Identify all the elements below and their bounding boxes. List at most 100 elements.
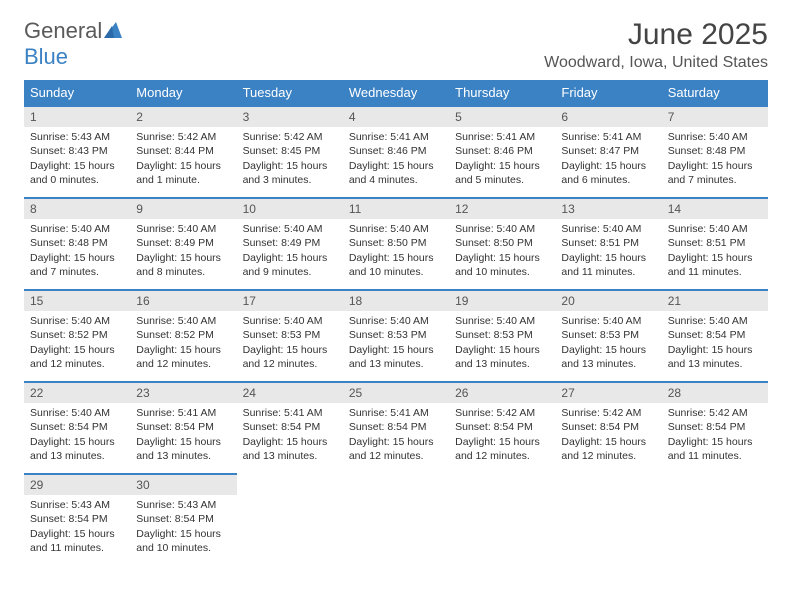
daylight-text: Daylight: 15 hours xyxy=(243,435,337,449)
day-body: Sunrise: 5:42 AMSunset: 8:54 PMDaylight:… xyxy=(449,403,555,469)
sunset-text: Sunset: 8:48 PM xyxy=(668,144,762,158)
daylight-text: and 0 minutes. xyxy=(30,173,124,187)
sunrise-text: Sunrise: 5:40 AM xyxy=(668,314,762,328)
daylight-text: Daylight: 15 hours xyxy=(30,159,124,173)
day-body: Sunrise: 5:41 AMSunset: 8:54 PMDaylight:… xyxy=(130,403,236,469)
sunrise-text: Sunrise: 5:40 AM xyxy=(455,314,549,328)
calendar-day-cell xyxy=(343,473,449,565)
calendar-day-cell xyxy=(237,473,343,565)
daylight-text: Daylight: 15 hours xyxy=(455,435,549,449)
calendar-day-cell: 6Sunrise: 5:41 AMSunset: 8:47 PMDaylight… xyxy=(555,105,661,197)
daylight-text: Daylight: 15 hours xyxy=(243,251,337,265)
day-body: Sunrise: 5:41 AMSunset: 8:54 PMDaylight:… xyxy=(343,403,449,469)
sunrise-text: Sunrise: 5:40 AM xyxy=(136,222,230,236)
calendar-day-cell: 19Sunrise: 5:40 AMSunset: 8:53 PMDayligh… xyxy=(449,289,555,381)
day-number: 15 xyxy=(24,289,130,311)
daylight-text: Daylight: 15 hours xyxy=(455,251,549,265)
daylight-text: and 12 minutes. xyxy=(561,449,655,463)
daylight-text: and 6 minutes. xyxy=(561,173,655,187)
daylight-text: and 1 minute. xyxy=(136,173,230,187)
sunset-text: Sunset: 8:54 PM xyxy=(349,420,443,434)
daylight-text: and 13 minutes. xyxy=(30,449,124,463)
day-number: 8 xyxy=(24,197,130,219)
calendar-day-cell: 14Sunrise: 5:40 AMSunset: 8:51 PMDayligh… xyxy=(662,197,768,289)
daylight-text: Daylight: 15 hours xyxy=(243,343,337,357)
sunset-text: Sunset: 8:53 PM xyxy=(561,328,655,342)
sunset-text: Sunset: 8:54 PM xyxy=(136,512,230,526)
day-number: 29 xyxy=(24,473,130,495)
calendar-day-cell xyxy=(555,473,661,565)
day-number: 13 xyxy=(555,197,661,219)
header: GeneralBlue June 2025 Woodward, Iowa, Un… xyxy=(24,18,768,72)
calendar-day-cell: 26Sunrise: 5:42 AMSunset: 8:54 PMDayligh… xyxy=(449,381,555,473)
calendar-day-cell: 18Sunrise: 5:40 AMSunset: 8:53 PMDayligh… xyxy=(343,289,449,381)
day-body: Sunrise: 5:40 AMSunset: 8:51 PMDaylight:… xyxy=(555,219,661,285)
daylight-text: and 7 minutes. xyxy=(30,265,124,279)
day-body: Sunrise: 5:41 AMSunset: 8:46 PMDaylight:… xyxy=(343,127,449,193)
sunset-text: Sunset: 8:49 PM xyxy=(243,236,337,250)
daylight-text: and 10 minutes. xyxy=(136,541,230,555)
daylight-text: Daylight: 15 hours xyxy=(136,527,230,541)
day-body: Sunrise: 5:43 AMSunset: 8:43 PMDaylight:… xyxy=(24,127,130,193)
daylight-text: Daylight: 15 hours xyxy=(349,435,443,449)
sunrise-text: Sunrise: 5:40 AM xyxy=(243,222,337,236)
day-body: Sunrise: 5:40 AMSunset: 8:50 PMDaylight:… xyxy=(449,219,555,285)
weekday-header: Monday xyxy=(130,80,236,105)
sunset-text: Sunset: 8:49 PM xyxy=(136,236,230,250)
day-number: 9 xyxy=(130,197,236,219)
calendar-day-cell xyxy=(449,473,555,565)
day-number: 28 xyxy=(662,381,768,403)
sunrise-text: Sunrise: 5:40 AM xyxy=(136,314,230,328)
daylight-text: and 13 minutes. xyxy=(455,357,549,371)
daylight-text: Daylight: 15 hours xyxy=(349,251,443,265)
daylight-text: Daylight: 15 hours xyxy=(30,435,124,449)
sunrise-text: Sunrise: 5:40 AM xyxy=(243,314,337,328)
day-body: Sunrise: 5:41 AMSunset: 8:46 PMDaylight:… xyxy=(449,127,555,193)
daylight-text: Daylight: 15 hours xyxy=(668,159,762,173)
daylight-text: Daylight: 15 hours xyxy=(561,251,655,265)
daylight-text: Daylight: 15 hours xyxy=(455,159,549,173)
day-body: Sunrise: 5:43 AMSunset: 8:54 PMDaylight:… xyxy=(24,495,130,561)
logo-part1: General xyxy=(24,18,102,43)
day-body: Sunrise: 5:40 AMSunset: 8:49 PMDaylight:… xyxy=(237,219,343,285)
weekday-header: Wednesday xyxy=(343,80,449,105)
daylight-text: and 7 minutes. xyxy=(668,173,762,187)
day-number: 7 xyxy=(662,105,768,127)
daylight-text: Daylight: 15 hours xyxy=(349,159,443,173)
day-number: 17 xyxy=(237,289,343,311)
day-body: Sunrise: 5:41 AMSunset: 8:54 PMDaylight:… xyxy=(237,403,343,469)
daylight-text: and 11 minutes. xyxy=(561,265,655,279)
logo-part2: Blue xyxy=(24,44,68,69)
calendar-day-cell: 10Sunrise: 5:40 AMSunset: 8:49 PMDayligh… xyxy=(237,197,343,289)
calendar-day-cell: 2Sunrise: 5:42 AMSunset: 8:44 PMDaylight… xyxy=(130,105,236,197)
day-number: 22 xyxy=(24,381,130,403)
day-number: 23 xyxy=(130,381,236,403)
sunrise-text: Sunrise: 5:41 AM xyxy=(349,406,443,420)
daylight-text: Daylight: 15 hours xyxy=(136,343,230,357)
daylight-text: and 12 minutes. xyxy=(136,357,230,371)
daylight-text: and 4 minutes. xyxy=(349,173,443,187)
calendar-day-cell: 27Sunrise: 5:42 AMSunset: 8:54 PMDayligh… xyxy=(555,381,661,473)
calendar-day-cell: 29Sunrise: 5:43 AMSunset: 8:54 PMDayligh… xyxy=(24,473,130,565)
sunrise-text: Sunrise: 5:42 AM xyxy=(455,406,549,420)
daylight-text: Daylight: 15 hours xyxy=(30,527,124,541)
day-body: Sunrise: 5:40 AMSunset: 8:48 PMDaylight:… xyxy=(662,127,768,193)
daylight-text: Daylight: 15 hours xyxy=(455,343,549,357)
sunrise-text: Sunrise: 5:40 AM xyxy=(30,222,124,236)
day-body: Sunrise: 5:40 AMSunset: 8:50 PMDaylight:… xyxy=(343,219,449,285)
day-body: Sunrise: 5:40 AMSunset: 8:53 PMDaylight:… xyxy=(343,311,449,377)
sunrise-text: Sunrise: 5:40 AM xyxy=(561,314,655,328)
day-number: 24 xyxy=(237,381,343,403)
day-body: Sunrise: 5:40 AMSunset: 8:52 PMDaylight:… xyxy=(24,311,130,377)
sunrise-text: Sunrise: 5:40 AM xyxy=(349,314,443,328)
day-number: 27 xyxy=(555,381,661,403)
daylight-text: and 5 minutes. xyxy=(455,173,549,187)
calendar-day-cell: 16Sunrise: 5:40 AMSunset: 8:52 PMDayligh… xyxy=(130,289,236,381)
sunrise-text: Sunrise: 5:40 AM xyxy=(455,222,549,236)
day-body: Sunrise: 5:42 AMSunset: 8:44 PMDaylight:… xyxy=(130,127,236,193)
month-title: June 2025 xyxy=(544,18,768,52)
day-number: 3 xyxy=(237,105,343,127)
calendar-week-row: 22Sunrise: 5:40 AMSunset: 8:54 PMDayligh… xyxy=(24,381,768,473)
day-body: Sunrise: 5:42 AMSunset: 8:54 PMDaylight:… xyxy=(662,403,768,469)
day-body: Sunrise: 5:40 AMSunset: 8:48 PMDaylight:… xyxy=(24,219,130,285)
